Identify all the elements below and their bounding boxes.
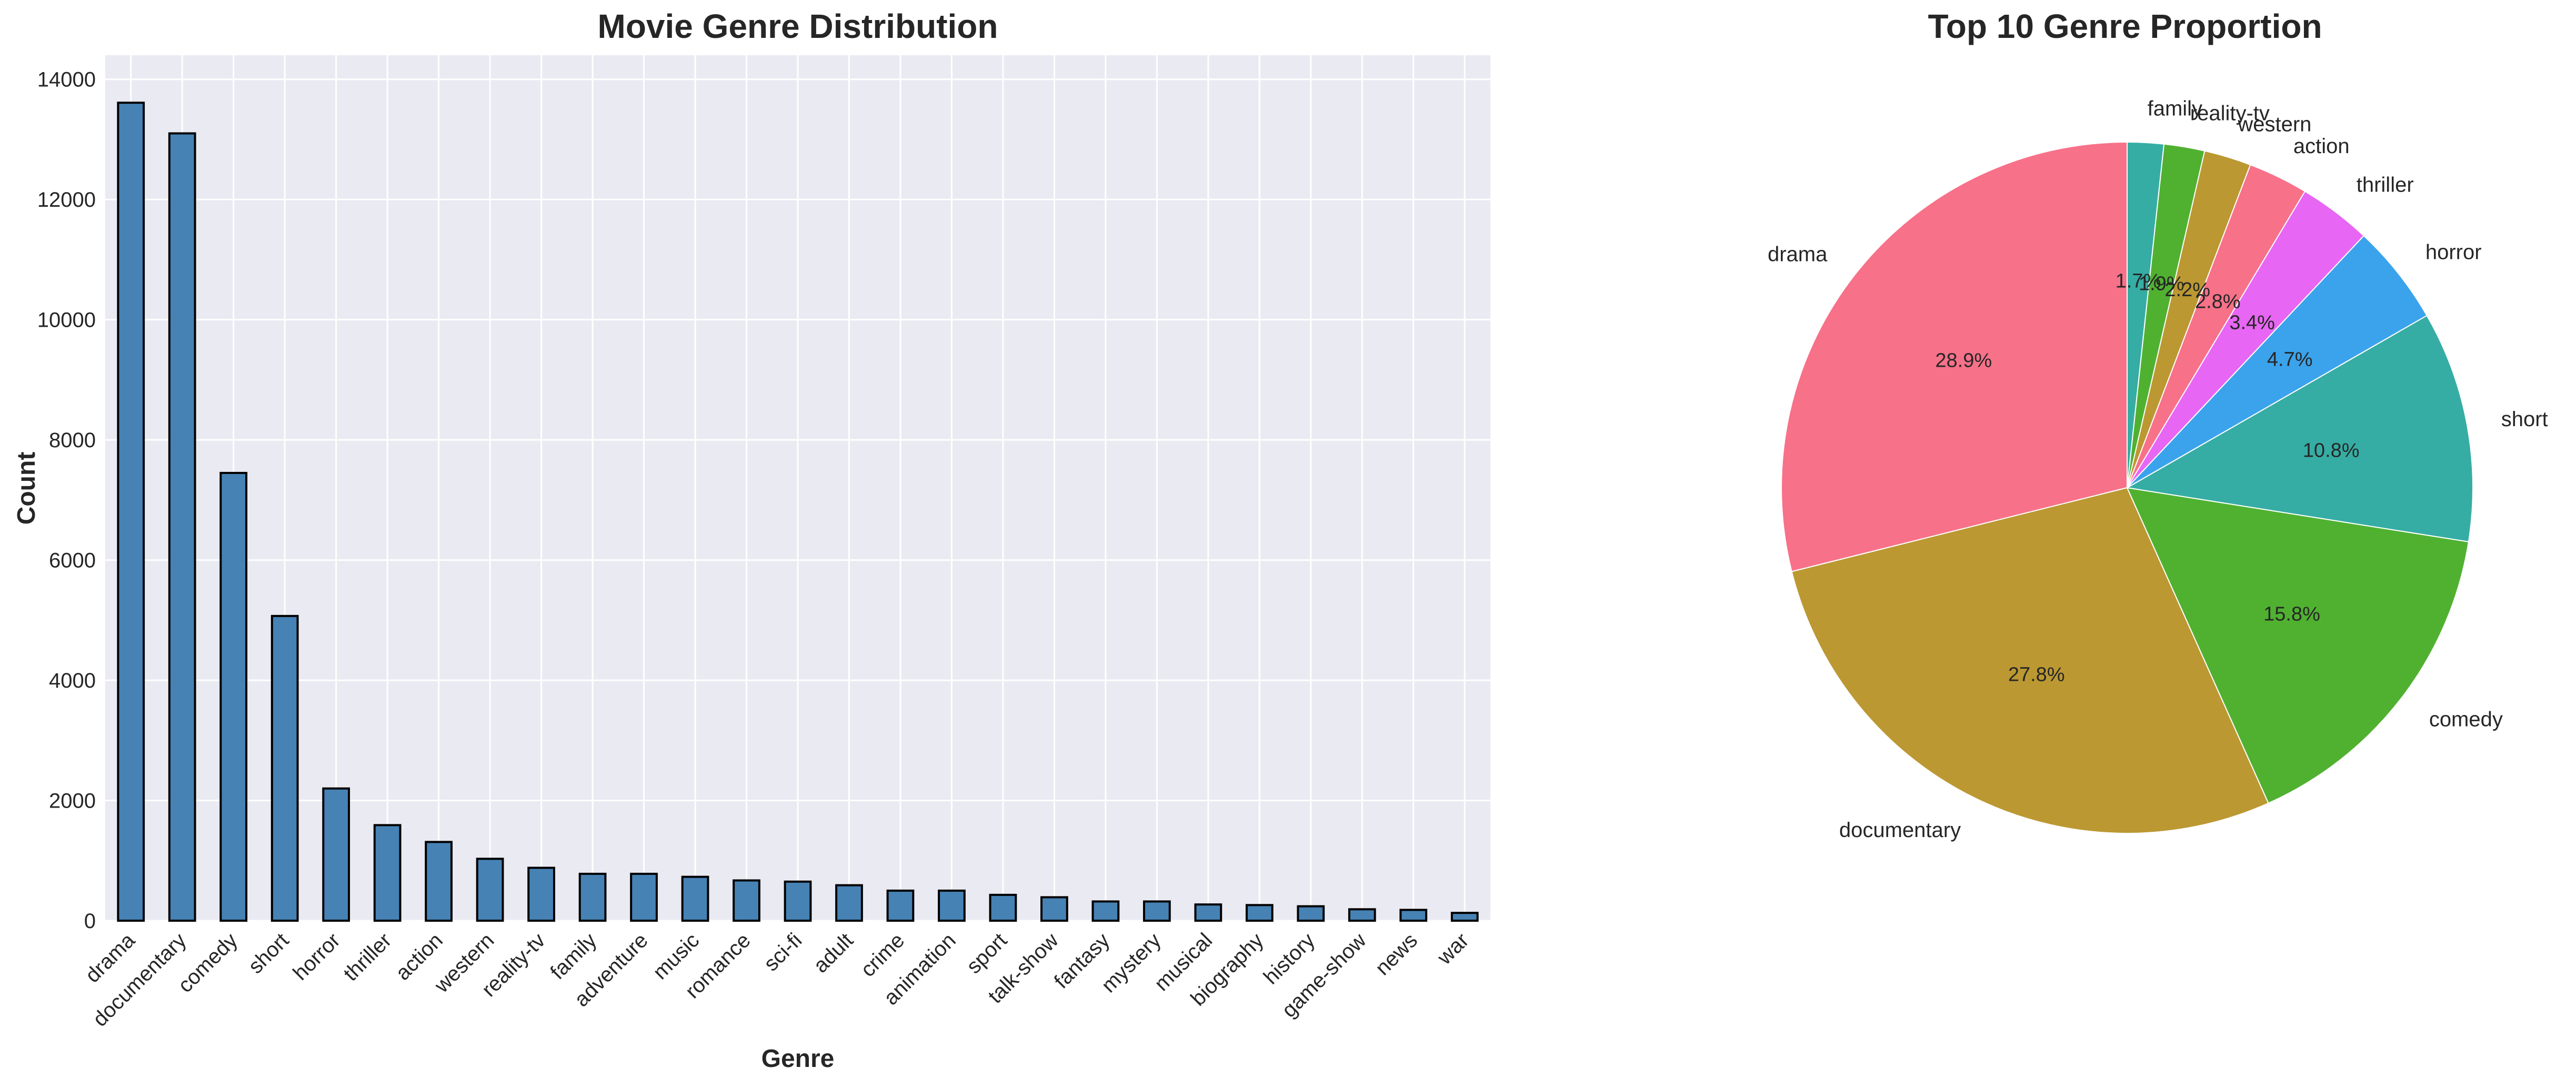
bar-talk-show — [1040, 896, 1068, 922]
y-tick-label: 6000 — [49, 549, 96, 572]
y-tick-label: 12000 — [37, 188, 96, 211]
bar-adventure — [630, 872, 658, 922]
pie-slice-family — [2127, 141, 2165, 488]
x-tick-label: horror — [288, 929, 345, 985]
y-tick-label: 0 — [84, 910, 96, 933]
bar-action — [425, 841, 453, 922]
bar-music — [681, 875, 709, 922]
pie-label: documentary — [1839, 819, 1961, 842]
pie-chart: Top 10 Genre Proportion drama 28.9% docume… — [1768, 7, 2548, 842]
y-tick-label: 14000 — [37, 68, 96, 92]
bar-x-axis-label: Genre — [761, 1045, 835, 1073]
pie-label: drama — [1768, 243, 1828, 266]
bar-crime — [886, 889, 915, 922]
pie-percent-label: 15.8% — [2263, 603, 2320, 626]
bar-history — [1297, 905, 1325, 922]
x-tick-label: news — [1371, 929, 1422, 980]
pie-percent-label: 28.9% — [1935, 349, 1992, 371]
pie-slice-documentary — [1791, 487, 2269, 834]
pie-percent-label: 2.2% — [2164, 279, 2210, 301]
bar-animation — [938, 889, 966, 922]
bar-y-ticks: 0 2000 4000 6000 8000 10000 12000 14000 — [37, 68, 96, 933]
x-tick-label: sci-fi — [759, 929, 806, 975]
x-tick-label: adult — [809, 929, 857, 977]
pie-label: comedy — [2429, 708, 2503, 731]
bar-romance — [733, 879, 760, 922]
bar-musical — [1194, 903, 1222, 922]
pie-percent-label: 3.4% — [2229, 312, 2275, 334]
bar-sci-fi — [784, 880, 812, 922]
bar-drama — [117, 102, 145, 922]
bar-biography — [1245, 904, 1274, 922]
pie-labels: drama 28.9% documentary 27.8% comedy 15.8% sho… — [1768, 97, 2548, 842]
bar-chart: 0 2000 4000 6000 8000 10000 12000 14000 dramado… — [13, 7, 1490, 1073]
pie-slice-drama — [1781, 141, 2128, 572]
pie-chart-title: Top 10 Genre Proportion — [1928, 7, 2322, 45]
x-tick-label: thriller — [339, 929, 396, 985]
pie-label: western — [2237, 113, 2311, 136]
bar-news — [1399, 909, 1428, 922]
pie-percent-label: 10.8% — [2303, 440, 2360, 462]
bar-mystery — [1143, 900, 1171, 922]
y-tick-label: 10000 — [37, 309, 96, 332]
bar-thriller — [373, 824, 402, 922]
bar-fantasy — [1091, 900, 1120, 922]
y-tick-label: 2000 — [49, 790, 96, 813]
pie-label: short — [2501, 408, 2548, 431]
pie-label: action — [2293, 135, 2350, 158]
bar-chart-title: Movie Genre Distribution — [598, 7, 998, 45]
bar-short — [270, 614, 299, 922]
pie-percent-label: 4.7% — [2267, 348, 2313, 370]
pie-slices — [1781, 141, 2473, 834]
y-tick-label: 8000 — [49, 429, 96, 452]
pie-slice-horror — [2127, 235, 2428, 488]
pie-percent-label: 1.7% — [2116, 270, 2161, 292]
bar-war — [1450, 912, 1479, 922]
bar-marks — [117, 102, 1479, 922]
pie-percent-label: 2.8% — [2195, 290, 2241, 313]
bar-horror — [322, 787, 350, 922]
bar-sport — [989, 893, 1017, 922]
pie-label: family — [2148, 97, 2202, 120]
bar-documentary — [168, 132, 196, 922]
bar-y-axis-label: Count — [13, 452, 41, 525]
x-tick-label: war — [1432, 929, 1473, 969]
pie-label: thriller — [2357, 173, 2414, 196]
pie-label: reality-tv — [2190, 102, 2270, 125]
bar-comedy — [219, 471, 248, 922]
bar-reality-tv — [527, 867, 555, 922]
bar-game-show — [1348, 908, 1376, 922]
pie-slice-comedy — [2126, 487, 2470, 804]
bar-family — [578, 872, 607, 922]
bar-western — [476, 858, 504, 922]
pie-slice-short — [2126, 315, 2473, 542]
pie-percent-label: 27.8% — [2008, 664, 2065, 686]
bar-adult — [835, 884, 863, 922]
y-tick-label: 4000 — [49, 669, 96, 692]
pie-percent-label: 1.9% — [2139, 273, 2184, 295]
x-tick-label: short — [244, 929, 294, 978]
pie-label: horror — [2425, 241, 2482, 264]
